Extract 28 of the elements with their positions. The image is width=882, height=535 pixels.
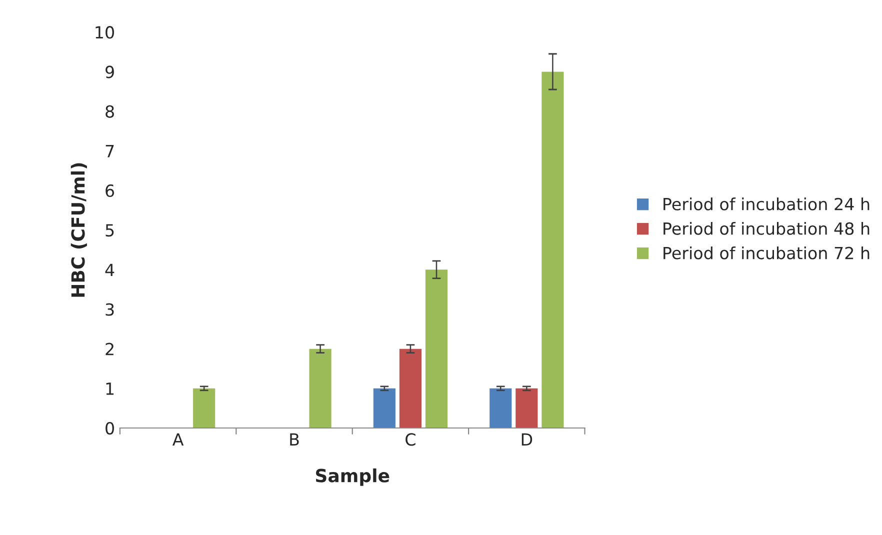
bar: [516, 388, 538, 428]
bar: [399, 348, 422, 428]
bar: [542, 72, 564, 428]
x-tick-label: A: [172, 433, 184, 446]
y-tick-label: 1: [106, 382, 114, 395]
y-tick-label: 7: [106, 145, 114, 158]
y-tick-label: 6: [106, 184, 114, 198]
y-tick-label: 4: [105, 264, 114, 276]
y-tick-label: 10: [96, 26, 114, 39]
legend-label: Period of incubation 48 h: [664, 222, 870, 235]
bar: [193, 388, 216, 428]
y-tick-label: 3: [106, 303, 114, 316]
x-tick-label: C: [406, 433, 416, 446]
legend-label: Period of incubation 24 h: [664, 198, 870, 210]
x-tick-label: B: [290, 433, 299, 446]
legend-label: Period of incubation 72 h: [664, 246, 870, 260]
y-tick-label: 8: [106, 105, 114, 118]
bar: [309, 348, 332, 428]
y-tick-label: 2: [106, 342, 114, 356]
y-tick-label: 9: [106, 66, 114, 78]
bar: [425, 270, 448, 428]
bar: [490, 388, 512, 428]
bar: [373, 388, 396, 428]
y-tick-label: 5: [106, 224, 114, 237]
x-axis-title: Sample: [316, 468, 390, 486]
y-tick-label: 0: [106, 422, 114, 435]
y-axis-title: HBC (CFU/ml): [70, 163, 87, 297]
x-tick-label: D: [522, 433, 532, 446]
